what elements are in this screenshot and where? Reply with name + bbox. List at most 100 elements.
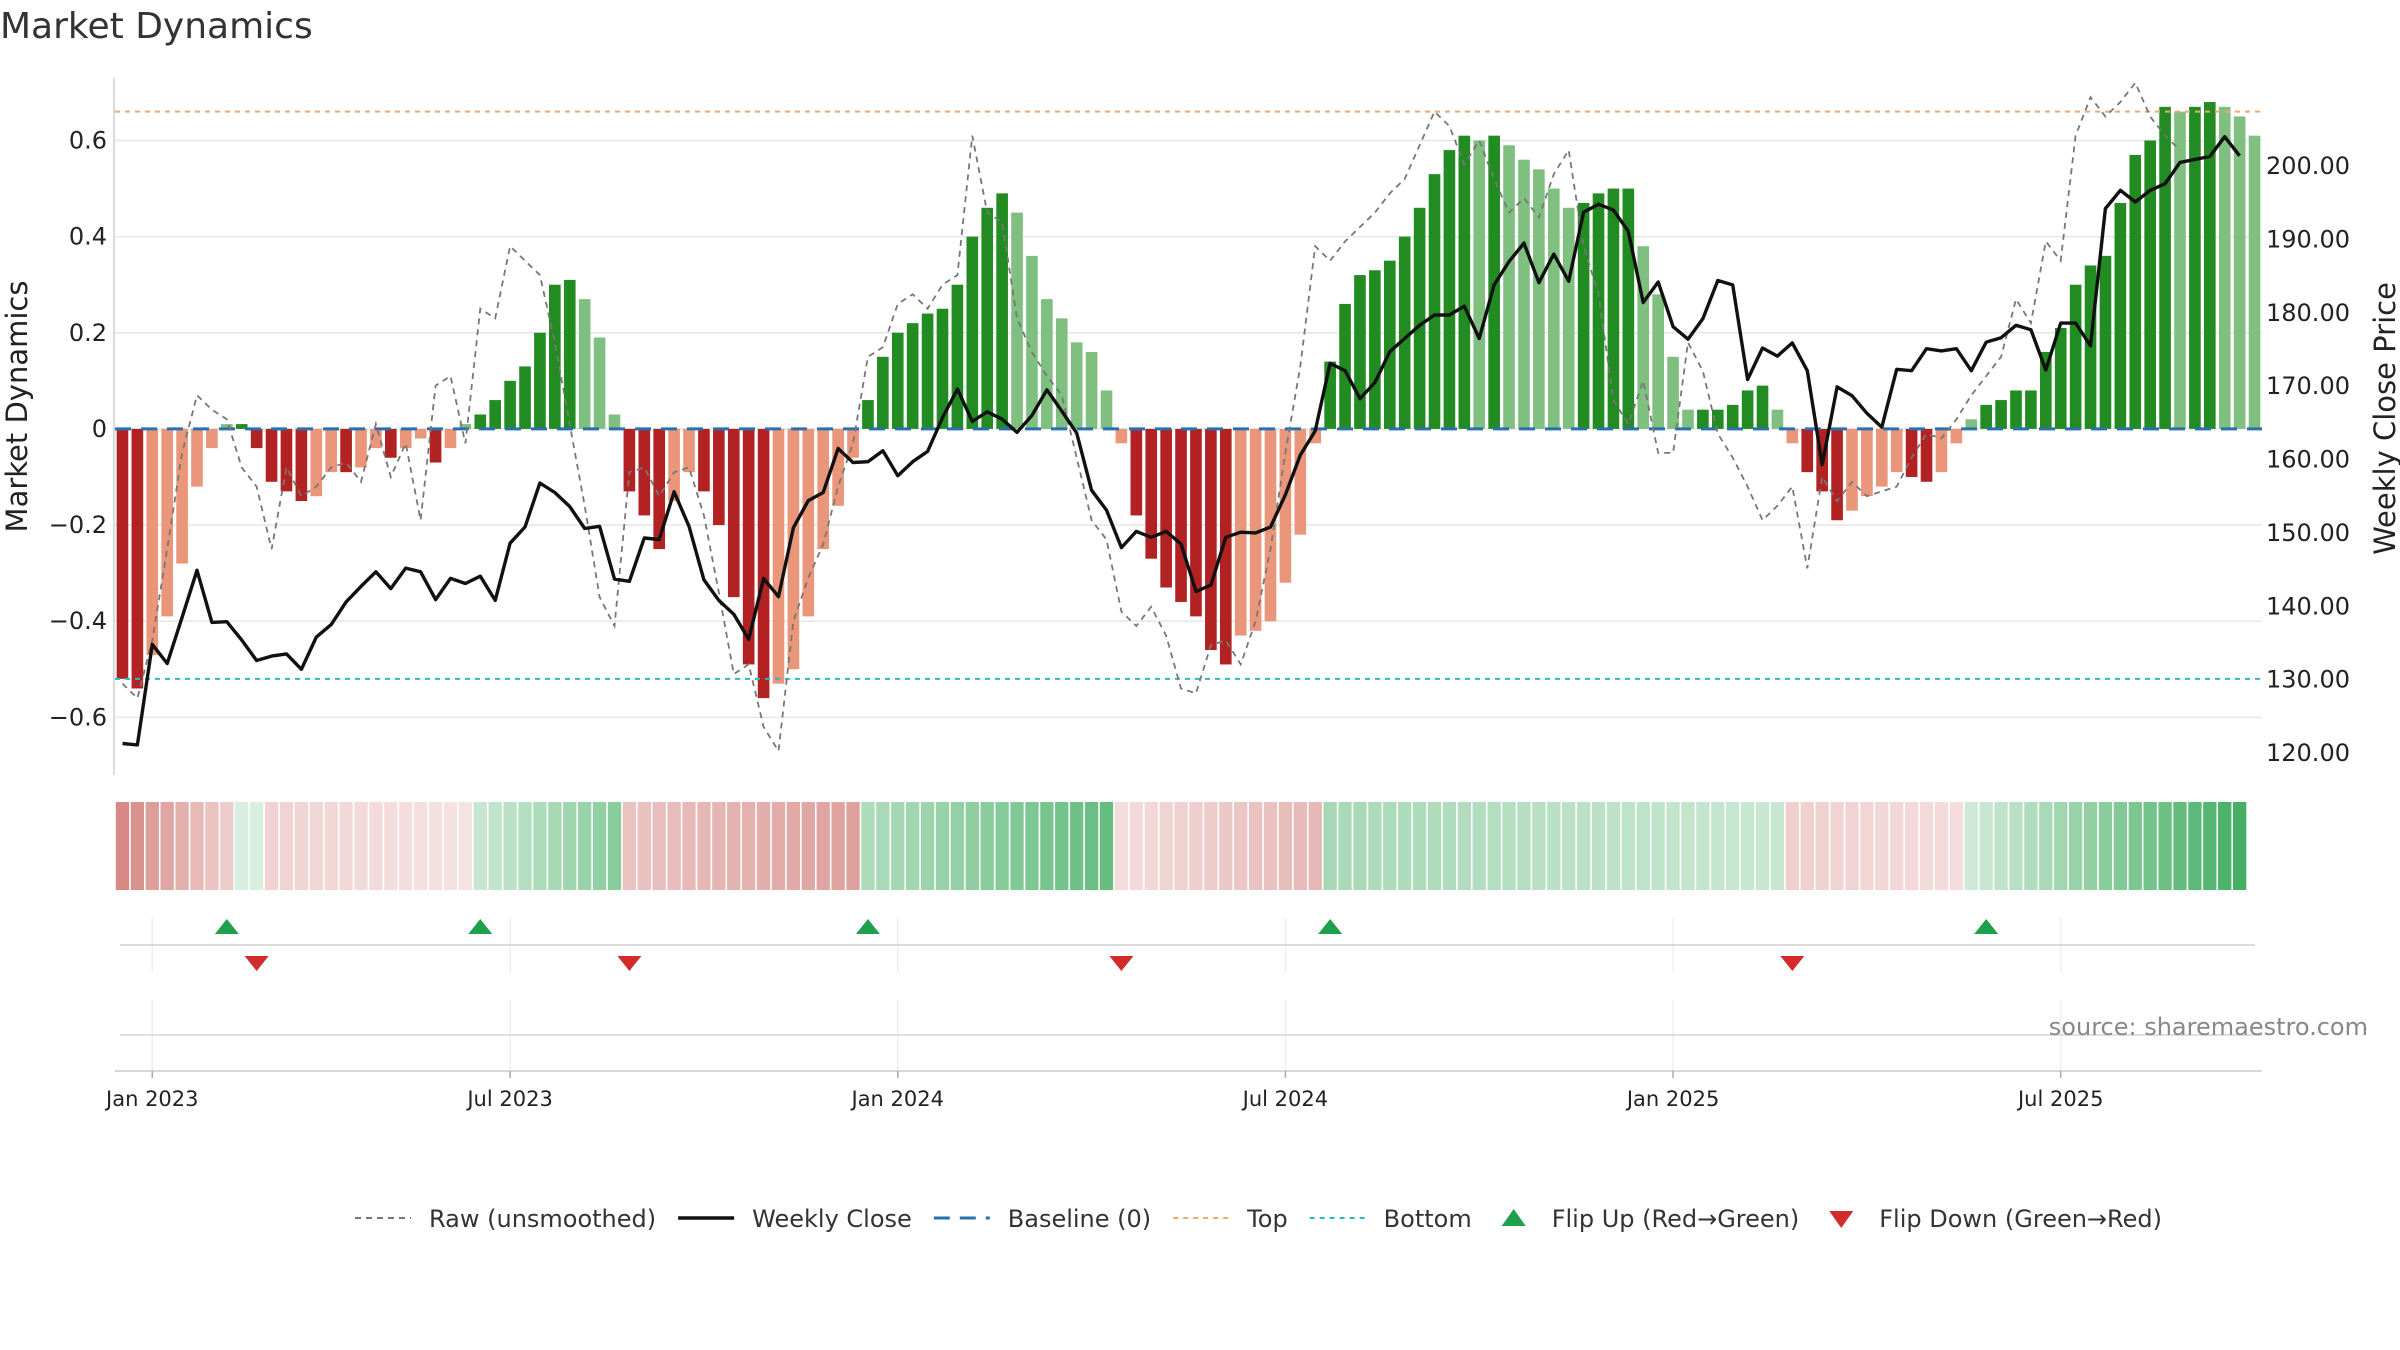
legend-item-close: Weekly Close bbox=[678, 1205, 912, 1233]
flip-markers bbox=[214, 919, 1999, 971]
x-axis: Jan 2023 Jul 2023 Jan 2024 Jul 2024 Jan 2025… bbox=[104, 918, 2262, 1111]
regime-cell bbox=[742, 802, 756, 890]
regime-cell bbox=[1651, 802, 1665, 890]
regime-cell bbox=[771, 802, 786, 890]
dynamics-bar bbox=[206, 428, 218, 449]
regime-cell bbox=[1114, 802, 1129, 890]
dynamics-bar bbox=[921, 313, 934, 429]
legend-label: Baseline (0) bbox=[1008, 1205, 1151, 1233]
regime-cell bbox=[697, 802, 711, 890]
regime-cell bbox=[1740, 802, 1755, 890]
dynamics-bar bbox=[1279, 428, 1292, 583]
y-tick-left: 0.4 bbox=[69, 223, 107, 251]
threshold-lines bbox=[115, 110, 2262, 680]
y-tick-right: 190.00 bbox=[2266, 225, 2350, 253]
regime-cell bbox=[801, 802, 815, 890]
dynamics-bar bbox=[1533, 169, 1545, 429]
dynamics-bar bbox=[519, 366, 531, 429]
regime-cell bbox=[458, 802, 473, 890]
y-tick-right: 120.00 bbox=[2266, 739, 2350, 767]
y-axis-label-left: Market Dynamics bbox=[0, 281, 34, 533]
dynamics-bar bbox=[1846, 428, 1858, 511]
dynamics-bar bbox=[713, 428, 725, 526]
y-tick-left: 0.2 bbox=[69, 319, 107, 347]
legend-label: Top bbox=[1246, 1205, 1288, 1233]
regime-cell bbox=[160, 802, 174, 890]
dynamics-bar bbox=[638, 428, 651, 516]
regime-cell bbox=[1070, 802, 1084, 890]
dynamics-bar bbox=[1115, 428, 1128, 444]
regime-cell bbox=[1174, 802, 1188, 890]
dynamics-bar bbox=[1711, 409, 1724, 429]
regime-cell bbox=[786, 802, 801, 890]
dynamics-bar bbox=[1070, 342, 1083, 429]
dynamics-bar bbox=[1995, 400, 2007, 429]
dynamics-bar bbox=[370, 428, 382, 449]
dynamics-bar bbox=[1697, 409, 1709, 429]
dynamics-bar bbox=[1786, 428, 1799, 444]
regime-cell bbox=[980, 802, 994, 890]
flip-up-marker bbox=[1974, 919, 1999, 934]
dynamics-bar bbox=[1875, 428, 1888, 487]
regime-cell bbox=[1338, 802, 1352, 890]
flip-down-marker bbox=[617, 956, 642, 971]
regime-cell bbox=[1830, 802, 1844, 890]
dynamics-bar bbox=[1160, 428, 1172, 588]
regime-cell bbox=[667, 802, 681, 890]
legend-item-flipdown: Flip Down (Green→Red) bbox=[1829, 1205, 2162, 1233]
dynamics-bar bbox=[2159, 106, 2171, 429]
regime-cell bbox=[2068, 802, 2083, 890]
regime-cell bbox=[1308, 802, 1322, 890]
dynamics-bar bbox=[459, 424, 472, 429]
dynamics-bar bbox=[1413, 207, 1426, 429]
regime-cell bbox=[1711, 802, 1725, 890]
dynamics-bar bbox=[1294, 428, 1307, 535]
dynamics-bar bbox=[996, 193, 1008, 429]
dynamics-bar bbox=[2129, 154, 2142, 429]
regime-cell bbox=[548, 802, 562, 890]
regime-cell bbox=[1696, 802, 1710, 890]
regime-cell bbox=[1502, 802, 1516, 890]
regime-cell bbox=[563, 802, 577, 890]
y-tick-left: 0.6 bbox=[69, 126, 107, 154]
dynamics-bar bbox=[504, 380, 516, 429]
regime-cell bbox=[1025, 802, 1039, 890]
regime-cell bbox=[2113, 802, 2128, 890]
dynamics-bar bbox=[250, 428, 263, 449]
dynamics-bar bbox=[877, 356, 889, 429]
regime-cell bbox=[578, 802, 592, 890]
regime-cell bbox=[1248, 802, 1263, 890]
dynamics-bar bbox=[1443, 150, 1456, 429]
regime-cell bbox=[1263, 802, 1278, 890]
chart-title: Market Dynamics bbox=[0, 6, 313, 47]
dynamics-bar bbox=[1130, 428, 1143, 516]
legend-item-bottom: Bottom bbox=[1309, 1205, 1472, 1233]
dynamics-bars bbox=[116, 102, 2261, 699]
regime-cell bbox=[428, 802, 443, 890]
regime-cell bbox=[205, 802, 219, 890]
legend: Raw (unsmoothed) Weekly Close Baseline (0)… bbox=[355, 1205, 2162, 1233]
regime-cell bbox=[2098, 802, 2113, 890]
regime-cell bbox=[443, 802, 458, 890]
regime-cell bbox=[935, 802, 950, 890]
dynamics-bar bbox=[235, 424, 248, 429]
dynamics-bar bbox=[1458, 135, 1471, 429]
dynamics-bar bbox=[1339, 303, 1351, 429]
y-tick-right: 200.00 bbox=[2266, 152, 2350, 180]
regime-cell bbox=[1055, 802, 1069, 890]
regime-cell bbox=[712, 802, 726, 890]
dynamics-bar bbox=[787, 428, 800, 670]
flip-down-marker bbox=[244, 956, 269, 971]
dynamics-bar bbox=[1637, 246, 1650, 429]
regime-cell bbox=[1144, 802, 1158, 890]
regime-cell bbox=[1353, 802, 1367, 890]
regime-cell bbox=[1010, 802, 1024, 890]
dynamics-bar bbox=[1354, 275, 1366, 429]
legend-label: Flip Down (Green→Red) bbox=[1879, 1205, 2162, 1233]
legend-label: Weekly Close bbox=[752, 1205, 912, 1233]
legend-label: Raw (unsmoothed) bbox=[429, 1205, 656, 1233]
regime-cell bbox=[1442, 802, 1457, 890]
dynamics-bar bbox=[2069, 284, 2082, 429]
dynamics-bar bbox=[2114, 202, 2127, 429]
